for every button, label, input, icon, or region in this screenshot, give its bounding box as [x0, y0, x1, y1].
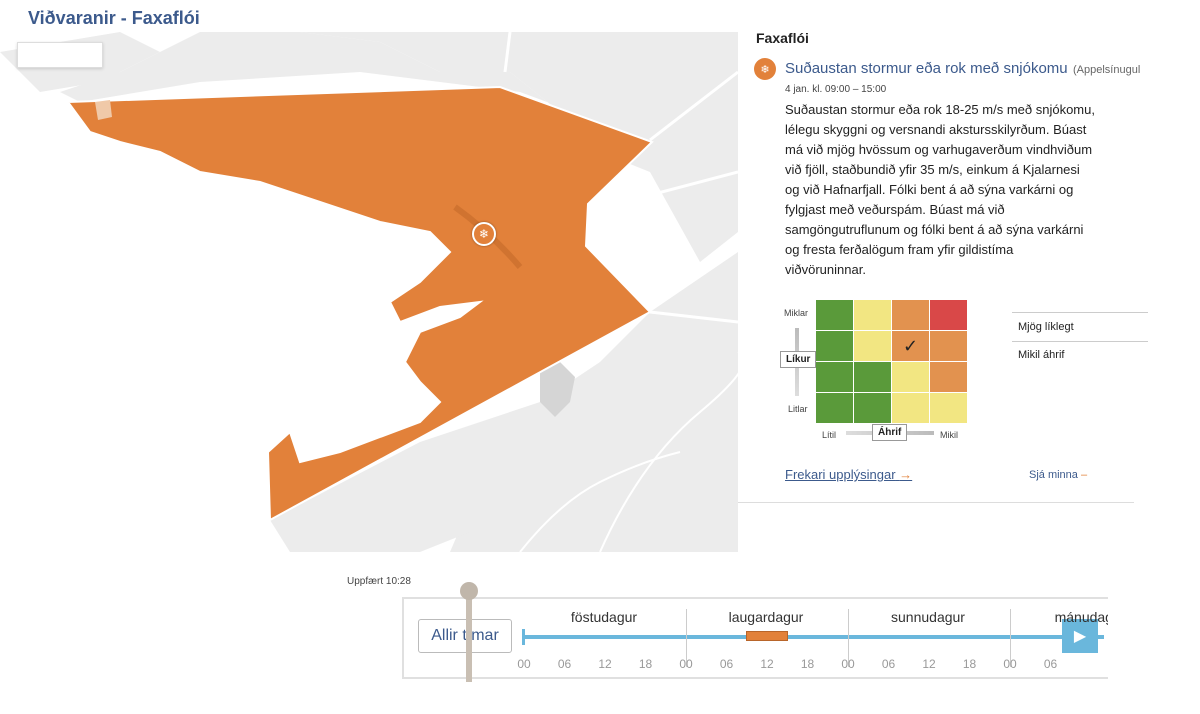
timeline-hour-label: 12 [760, 657, 774, 671]
timeline-track[interactable] [524, 635, 1104, 639]
arrow-right-icon: → [899, 467, 913, 482]
region-name: Faxaflói [756, 30, 809, 46]
timeline-warning-period[interactable] [746, 631, 788, 641]
warning-color-name: (Appelsínugul [1073, 64, 1141, 76]
warning-description: Suðaustan stormur eða rok 18-25 m/s með … [785, 102, 1095, 277]
timeline-hour-label: 18 [962, 657, 977, 671]
risk-cell [892, 393, 929, 423]
timeline-day-separator [848, 609, 849, 667]
selected-likelihood: Mjög líklegt [1012, 312, 1148, 342]
timeline-day-label: föstudagur [570, 609, 638, 625]
timeline-hour-label: 06 [719, 657, 734, 671]
risk-cell [892, 362, 929, 392]
timeline-hour-label: 12 [598, 657, 612, 671]
map-canvas[interactable] [0, 32, 738, 552]
risk-cell [854, 393, 891, 423]
timeline-track-start [522, 629, 525, 645]
impact-high-label: Mikil [940, 430, 958, 440]
timeline-day-label: mánudagur [1054, 609, 1108, 625]
timeline-hour-label: 06 [557, 657, 572, 671]
updated-time: Uppfært 10:28 [347, 576, 411, 587]
risk-cell [816, 362, 853, 392]
risk-cell [816, 300, 853, 330]
timeline-hour-label: 00 [517, 657, 531, 671]
map-warning-marker[interactable]: ❄ [472, 222, 496, 246]
risk-cell [930, 362, 967, 392]
warning-time: 4 jan. kl. 09:00 – 15:00 [785, 84, 887, 95]
timeline-hour-label: 06 [881, 657, 896, 671]
lake [540, 362, 575, 417]
warning-region-faxafloi [66, 85, 654, 522]
warning-panel: Faxaflói ❄ Suðaustan stormur eða rok með… [738, 28, 1148, 503]
show-less-link[interactable]: Sjá minna – [1029, 469, 1087, 481]
timeline-day-label: laugardagur [728, 609, 804, 625]
land-south [270, 312, 650, 552]
page-title: Viðvaranir - Faxaflói [28, 8, 200, 28]
timeline-day-label: sunnudagur [891, 609, 965, 625]
warning-title[interactable]: Suðaustan stormur eða rok með snjókomu [785, 60, 1068, 77]
timeline-hour-label: 12 [922, 657, 936, 671]
risk-matrix: Miklar Líkur Litlar ✓ Lítil Áhrif Mikil … [778, 298, 1148, 448]
land-north [120, 32, 738, 262]
timeline[interactable]: Allir tímar ▶ föstudagur 00 06 12 18 laugarda… [402, 597, 1108, 679]
minus-icon: – [1080, 469, 1088, 481]
time-slider-knob[interactable] [460, 582, 478, 600]
risk-cell [854, 300, 891, 330]
timeline-day-separator [1010, 609, 1011, 667]
check-icon: ✓ [902, 335, 919, 356]
risk-cell [816, 331, 853, 361]
snow-wind-icon: ❄ [754, 58, 776, 80]
risk-cell [854, 362, 891, 392]
land-east [450, 252, 738, 552]
time-slider-handle[interactable] [466, 590, 472, 682]
likelihood-high-label: Miklar [784, 308, 808, 318]
likelihood-low-label: Litlar [788, 404, 808, 414]
play-icon: ▶ [1073, 628, 1087, 645]
likelihood-axis-label: Líkur [780, 351, 817, 368]
risk-cell: ✓ [892, 331, 929, 361]
timeline-hour-label: 00 [679, 657, 693, 671]
selected-impact: Mikil áhrif [1018, 349, 1065, 361]
impact-low-label: Lítil [822, 430, 837, 440]
timeline-hour-label: 18 [800, 657, 815, 671]
risk-cell [930, 300, 967, 330]
more-info-label: Frekari upplýsingar [785, 467, 896, 482]
risk-cell [854, 331, 891, 361]
map[interactable] [0, 32, 738, 552]
timeline-hour-label: 06 [1043, 657, 1058, 671]
risk-cell [816, 393, 853, 423]
more-info-link[interactable]: Frekari upplýsingar → [785, 467, 912, 482]
timeline-hour-label: 00 [1003, 657, 1017, 671]
show-less-label: Sjá minna [1029, 469, 1078, 481]
risk-cell [930, 331, 967, 361]
impact-axis-label: Áhrif [872, 424, 908, 441]
map-search-box[interactable] [17, 42, 103, 68]
risk-cell [892, 300, 929, 330]
timeline-hour-label: 18 [638, 657, 653, 671]
timeline-day-separator [686, 609, 687, 667]
play-button[interactable]: ▶ [1062, 619, 1098, 653]
risk-matrix-grid: ✓ [816, 300, 967, 423]
timeline-hour-label: 00 [841, 657, 855, 671]
risk-cell [930, 393, 967, 423]
snow-wind-icon: ❄ [478, 227, 490, 241]
land-northwest [60, 32, 650, 140]
all-times-button[interactable]: Allir tímar [418, 619, 512, 653]
